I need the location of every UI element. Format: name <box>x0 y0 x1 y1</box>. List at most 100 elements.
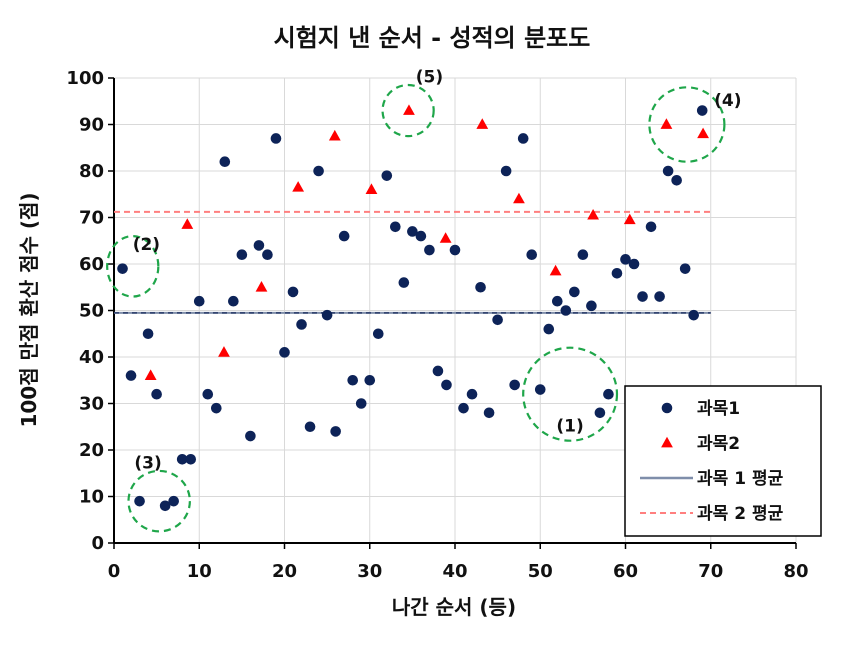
point-series-1 <box>577 249 589 260</box>
point-series-2 <box>181 218 194 229</box>
point-series-2 <box>623 213 636 225</box>
point-series-1 <box>611 268 623 279</box>
average-lines <box>114 210 711 314</box>
y-tick-label: 10 <box>79 487 104 508</box>
point-series-1 <box>245 430 256 442</box>
x-tick-label: 80 <box>783 561 808 582</box>
point-series-1 <box>381 170 393 181</box>
point-series-1 <box>526 249 538 260</box>
legend-label-3: 과목 1 평균 <box>697 469 784 489</box>
y-tick-label: 40 <box>79 347 104 368</box>
legend-label-2: 과목2 <box>697 434 740 454</box>
point-series-1 <box>236 249 248 260</box>
chart-title: 시험지 낸 순서 - 성적의 분포도 <box>274 24 591 52</box>
y-tick-label: 70 <box>79 208 104 229</box>
x-tick-label: 10 <box>187 561 212 582</box>
point-series-1 <box>509 379 520 391</box>
point-series-1 <box>372 328 384 340</box>
point-series-1 <box>458 402 469 414</box>
x-tick-label: 50 <box>528 561 553 582</box>
annotation-label-2: (2) <box>133 235 160 255</box>
x-tick-label: 20 <box>272 561 297 582</box>
point-series-1 <box>500 165 512 177</box>
point-series-1 <box>492 314 503 326</box>
point-series-1 <box>432 365 444 377</box>
point-series-1 <box>296 319 307 330</box>
point-series-2 <box>328 129 341 141</box>
point-series-1 <box>211 402 222 414</box>
axes: 0 10 20 30 40 50 60 70 80 0 10 20 30 40 50 60 70 80 90 100 <box>66 68 808 582</box>
point-series-1 <box>586 300 597 312</box>
point-series-1 <box>202 388 214 400</box>
gridlines <box>114 77 797 543</box>
point-series-2 <box>697 127 709 139</box>
point-series-1 <box>543 323 555 335</box>
legend-label-1: 과목1 <box>697 399 740 419</box>
point-series-2 <box>365 183 378 194</box>
point-series-1 <box>620 254 631 265</box>
point-series-1 <box>168 495 179 507</box>
point-series-1 <box>270 133 282 144</box>
point-series-1 <box>287 286 299 298</box>
point-series-1 <box>134 495 145 507</box>
x-tick-label: 0 <box>108 561 121 582</box>
point-series-1 <box>552 295 563 307</box>
point-series-1 <box>654 291 665 302</box>
x-tick-label: 40 <box>442 561 467 582</box>
y-tick-label: 30 <box>79 394 104 415</box>
point-series-1 <box>347 374 359 386</box>
y-tick-label: 100 <box>66 68 104 89</box>
point-series-1 <box>321 309 333 321</box>
point-series-2 <box>218 346 230 357</box>
point-series-1 <box>262 249 273 260</box>
point-series-1 <box>483 407 495 419</box>
legend-marker-triangle <box>661 436 673 448</box>
y-tick-label: 80 <box>79 161 104 182</box>
point-series-1 <box>151 388 162 400</box>
point-series-2 <box>292 181 305 192</box>
point-series-1 <box>517 133 529 144</box>
point-series-1 <box>407 226 418 237</box>
point-series-1 <box>117 263 128 274</box>
point-series-1 <box>688 309 699 321</box>
y-tick-label: 90 <box>79 115 104 136</box>
point-series-1 <box>219 156 231 167</box>
point-series-1 <box>637 291 648 302</box>
point-series-1 <box>330 426 341 437</box>
point-series-1 <box>696 105 708 116</box>
point-series-1 <box>142 328 154 340</box>
x-tick-label: 60 <box>613 561 638 582</box>
annotation-label-4: (4) <box>714 91 741 111</box>
point-series-1 <box>415 230 427 242</box>
point-series-1 <box>279 347 290 358</box>
point-series-1 <box>304 421 316 433</box>
point-series-1 <box>159 500 171 512</box>
point-series-1 <box>185 454 197 465</box>
x-tick-label: 30 <box>357 561 382 582</box>
point-series-2 <box>144 369 157 380</box>
point-series-1 <box>193 295 205 307</box>
point-series-1 <box>313 165 324 177</box>
annotation-circle-4 <box>648 86 726 163</box>
point-series-2 <box>660 118 673 129</box>
point-series-1 <box>355 398 367 409</box>
point-series-1 <box>390 221 401 233</box>
y-tick-label: 0 <box>91 533 104 554</box>
point-series-1 <box>603 388 614 400</box>
point-series-1 <box>176 454 188 465</box>
point-series-2 <box>439 232 452 243</box>
point-series-1 <box>398 277 410 288</box>
point-series-2 <box>403 104 415 115</box>
point-series-1 <box>338 230 350 242</box>
point-series-1 <box>125 370 137 381</box>
annotations: (1) (2) (3) (4) (5) <box>106 68 741 533</box>
y-tick-label: 50 <box>79 301 104 322</box>
legend-label-4: 과목 2 평균 <box>697 504 784 524</box>
data-points <box>117 104 709 512</box>
x-tick-label: 70 <box>698 561 723 582</box>
point-series-1 <box>441 379 452 391</box>
x-axis-label: 나간 순서 (등) <box>392 595 516 619</box>
point-series-2 <box>587 208 599 220</box>
point-series-1 <box>475 281 486 293</box>
